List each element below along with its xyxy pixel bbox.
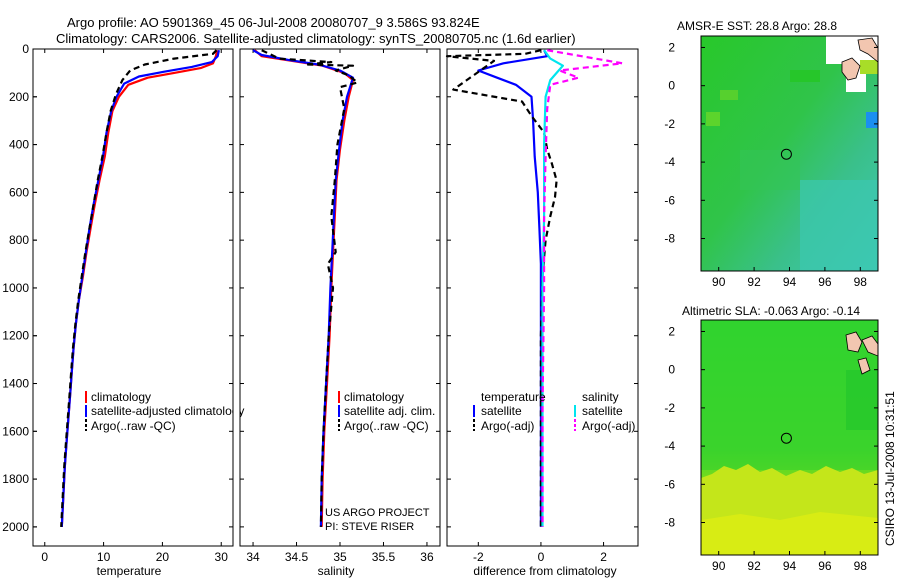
temperature-xlabel: temperature: [97, 564, 162, 578]
depth-tick-label: 2000: [2, 520, 29, 534]
sla-argo-location-marker: [780, 432, 792, 444]
map-y-tick-label: -4: [664, 439, 675, 453]
legend-label-argo: Argo(..raw -QC): [91, 419, 176, 433]
legend-label-temp-argo: Argo(-adj): [481, 419, 534, 433]
x-tick-label: 10: [97, 550, 111, 564]
legend-label-argo: Argo(..raw -QC): [344, 419, 429, 433]
x-tick-label: 36: [420, 550, 434, 564]
legend-label-temp-satellite: satellite: [481, 404, 522, 418]
depth-tick-label: 600: [9, 185, 29, 199]
x-tick-label: 2: [600, 550, 607, 564]
x-tick-label: 20: [156, 550, 170, 564]
series-line-difference-profile-salinity-argo: [541, 49, 624, 527]
x-tick-label: 34: [246, 550, 260, 564]
x-tick-label: -2: [473, 550, 484, 564]
map-y-tick-label: 0: [668, 79, 675, 93]
legend-label-sal-satellite: satellite: [582, 404, 623, 418]
depth-tick-label: 0: [22, 42, 29, 56]
project-note-line1: US ARGO PROJECT: [325, 507, 430, 519]
legend-title-temperature: temperature: [481, 390, 546, 404]
map-x-tick-label: 98: [854, 559, 868, 573]
map-y-tick-label: -2: [664, 401, 675, 415]
depth-tick-label: 800: [9, 233, 29, 247]
map-y-tick-label: -2: [664, 117, 675, 131]
map-x-tick-label: 94: [783, 275, 797, 289]
salinity-legend: climatology satellite adj. clim. Argo(..…: [338, 390, 435, 433]
x-tick-label: 0: [538, 550, 545, 564]
legend-title-salinity: salinity: [582, 390, 619, 404]
difference-xlabel: difference from climatology: [473, 564, 616, 578]
x-tick-label: 30: [215, 550, 229, 564]
profile-lines: [60, 49, 624, 527]
sst-map-title: AMSR-E SST: 28.8 Argo: 28.8: [677, 19, 837, 33]
sst-argo-location-marker: [780, 148, 792, 160]
map-y-tick-label: -8: [664, 516, 675, 530]
map-x-tick-label: 98: [854, 275, 868, 289]
x-tick-label: 35: [333, 550, 347, 564]
sla-map-title: Altimetric SLA: -0.063 Argo: -0.14: [682, 304, 860, 318]
legend-label-satellite: satellite-adjusted climatology: [91, 404, 244, 418]
map-x-tick-label: 94: [783, 559, 797, 573]
x-axes: 0 10 20 30 34 34.5 35 35.5 36 -2 0 2: [33, 48, 638, 564]
series-line-temperature-profile-satellite-adjusted: [60, 49, 220, 527]
map-y-tick-label: -6: [664, 477, 675, 491]
temperature-panel: [32, 48, 234, 547]
sla-map-field: [701, 320, 878, 555]
x-tick-label: 34.5: [285, 550, 309, 564]
x-tick-label: 35.5: [372, 550, 396, 564]
salinity-panel: [239, 48, 441, 547]
depth-tick-label: 400: [9, 138, 29, 152]
map-x-tick-label: 96: [818, 275, 832, 289]
map-y-tick-label: 0: [668, 363, 675, 377]
legend-label-climatology: climatology: [344, 390, 404, 404]
sst-map-axes: 90 92 94 96 98 -8 -6 -4 -2 0 2: [664, 40, 878, 289]
salinity-xlabel: salinity: [318, 564, 355, 578]
map-y-tick-label: 2: [668, 40, 675, 54]
series-line-temperature-profile-argo: [60, 49, 218, 527]
map-y-tick-label: -4: [664, 155, 675, 169]
series-line-difference-profile-temperature-satellite: [477, 49, 549, 527]
series-line-salinity-profile-climatology: [254, 49, 355, 527]
map-x-tick-label: 90: [712, 559, 726, 573]
legend-label-sal-argo: Argo(-adj): [582, 419, 635, 433]
map-x-tick-label: 90: [712, 275, 726, 289]
series-line-salinity-profile-argo: [261, 49, 359, 527]
series-line-difference-profile-salinity-satellite: [541, 49, 565, 527]
depth-tick-label: 1400: [2, 377, 29, 391]
map-y-tick-label: -6: [664, 193, 675, 207]
legend-label-climatology: climatology: [91, 390, 151, 404]
depth-axis: 0 200 400 600 800 1000 1200 1400 1600 1800 2000: [2, 42, 37, 534]
depth-tick-label: 1200: [2, 329, 29, 343]
depth-tick-label: 1800: [2, 472, 29, 486]
project-note-line2: PI: STEVE RISER: [325, 521, 414, 533]
series-line-salinity-profile-satellite-adjusted: [252, 49, 355, 527]
map-x-tick-label: 92: [747, 275, 761, 289]
depth-tick-label: 200: [9, 90, 29, 104]
depth-tick-label: 1600: [2, 424, 29, 438]
sla-map-coast: [845, 331, 878, 375]
title-line-1: Argo profile: AO 5901369_45 06-Jul-2008 …: [67, 15, 480, 30]
credit-text: CSIRO 13-Jul-2008 10:31:51: [883, 391, 897, 546]
x-tick-label: 0: [41, 550, 48, 564]
map-y-tick-label: 2: [668, 324, 675, 338]
difference-panel: [446, 48, 639, 547]
series-line-temperature-profile-climatology: [60, 49, 219, 527]
map-x-tick-label: 96: [818, 559, 832, 573]
map-x-tick-label: 92: [747, 559, 761, 573]
difference-legend: temperature salinity satellite Argo(-adj…: [473, 390, 635, 433]
temperature-legend: climatology satellite-adjusted climatolo…: [85, 390, 244, 433]
title-line-2: Climatology: CARS2006. Satellite-adjuste…: [56, 31, 576, 46]
sst-map-coast: [841, 37, 878, 81]
legend-label-satellite: satellite adj. clim.: [344, 404, 435, 418]
map-y-tick-label: -8: [664, 232, 675, 246]
sla-map-axes: 90 92 94 96 98 -8 -6 -4 -2 0 2: [664, 324, 878, 573]
depth-tick-label: 1000: [2, 281, 29, 295]
